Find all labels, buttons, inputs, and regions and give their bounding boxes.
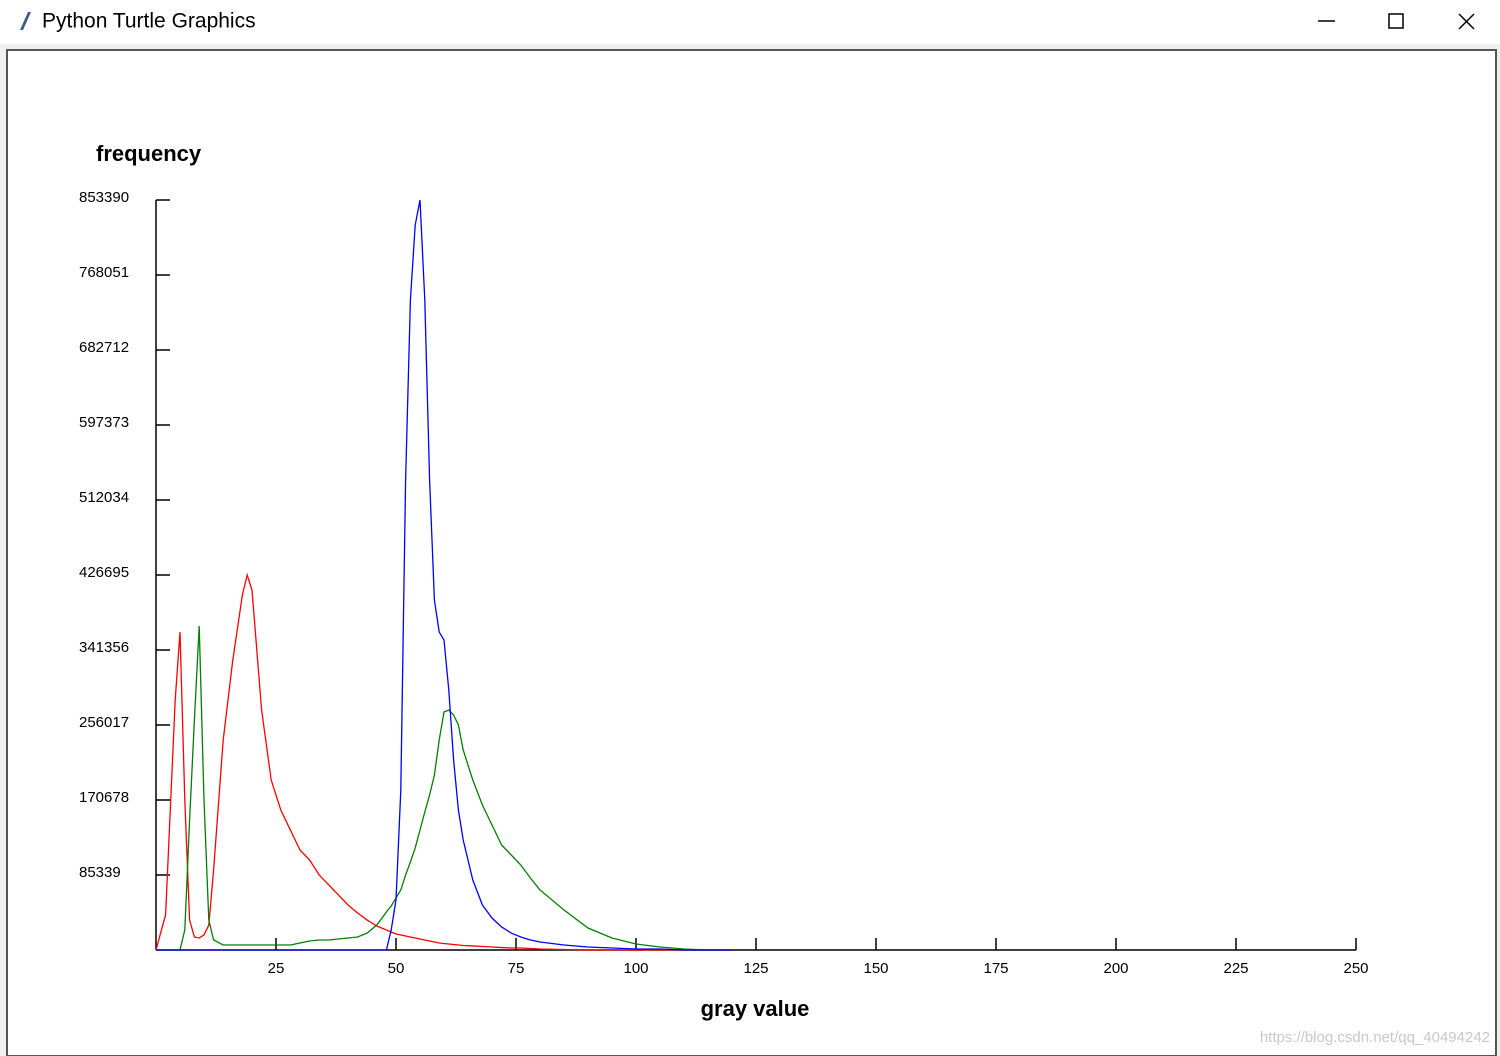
watermark: https://blog.csdn.net/qq_40494242: [1260, 1029, 1490, 1046]
x-tick-label: 175: [983, 960, 1008, 977]
y-tick-label: 170678: [79, 789, 129, 806]
y-tick-label: 512034: [79, 489, 129, 506]
x-tick-label: 50: [388, 960, 405, 977]
data-line: [155, 572, 732, 951]
y-tick-label: 682712: [79, 339, 129, 356]
x-tick-label: 75: [508, 960, 525, 977]
close-button[interactable]: [1458, 13, 1475, 30]
x-tick-label: 25: [268, 960, 285, 977]
data-line: [156, 199, 732, 951]
x-tick-label: 200: [1103, 960, 1128, 977]
y-tick-label: 597373: [79, 414, 129, 431]
x-tick-label: 150: [863, 960, 888, 977]
x-tick-label: 100: [623, 960, 648, 977]
x-tick-label: 225: [1223, 960, 1248, 977]
y-tick-label: 768051: [79, 264, 129, 281]
y-tick-label: 85339: [79, 864, 121, 881]
x-axis-label: gray value: [701, 996, 810, 1021]
canvas: [6, 49, 1497, 1056]
y-tick-label: 341356: [79, 639, 129, 656]
y-tick-label: 256017: [79, 714, 129, 731]
title-bar: [0, 0, 1500, 44]
data-line: [156, 625, 732, 951]
maximize-button[interactable]: [1388, 13, 1404, 29]
y-axis-label: frequency: [96, 141, 202, 166]
x-tick-label: 125: [743, 960, 768, 977]
y-tick-label: 853390: [79, 189, 129, 206]
x-tick-label: 250: [1343, 960, 1368, 977]
app-icon: [20, 12, 31, 30]
y-tick-label: 426695: [79, 564, 129, 581]
window-title: Python Turtle Graphics: [42, 10, 256, 33]
